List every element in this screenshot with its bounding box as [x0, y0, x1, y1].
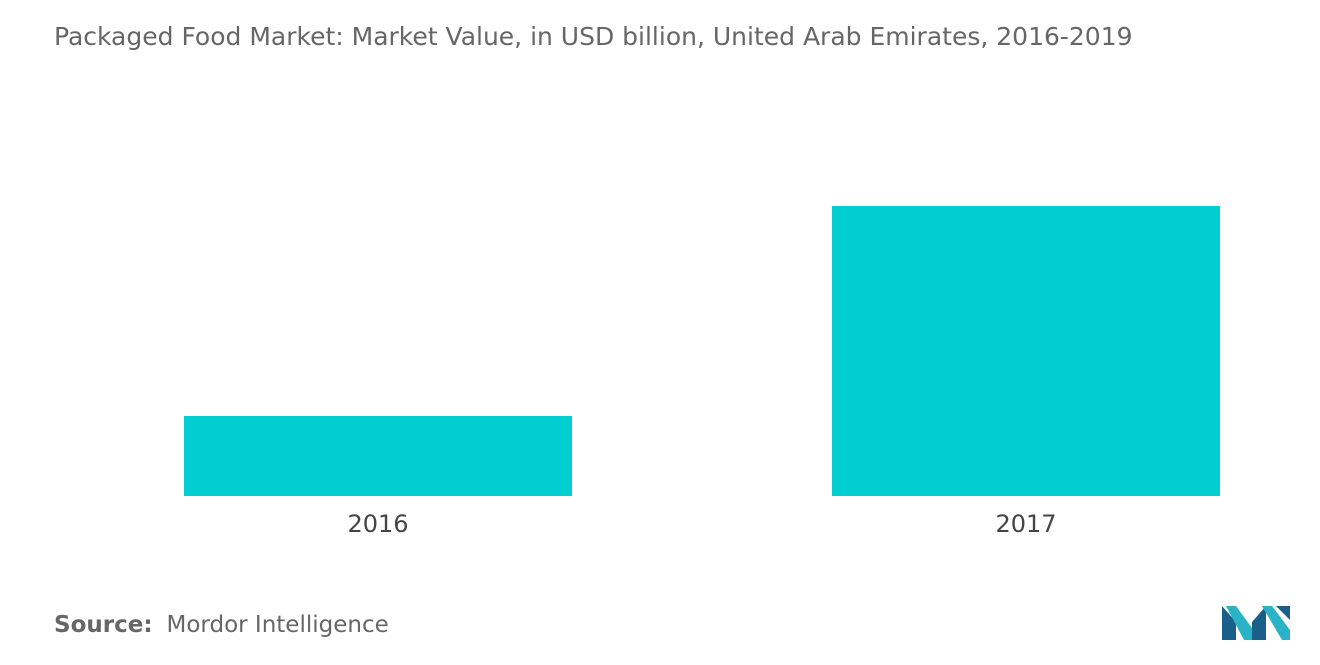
- bar-2016: [184, 416, 572, 496]
- chart-title: Packaged Food Market: Market Value, in U…: [54, 22, 1133, 51]
- x-tick-label-2017: 2017: [995, 510, 1056, 538]
- x-tick-label-2016: 2016: [347, 510, 408, 538]
- mordor-intelligence-logo-icon: [1222, 606, 1290, 640]
- bar-chart: 2016 2017: [184, 206, 1220, 538]
- source-value: Mordor Intelligence: [166, 612, 389, 638]
- source-label: Source:: [54, 612, 153, 638]
- bar-2017: [832, 206, 1220, 496]
- source-line: Source: Mordor Intelligence: [54, 612, 389, 638]
